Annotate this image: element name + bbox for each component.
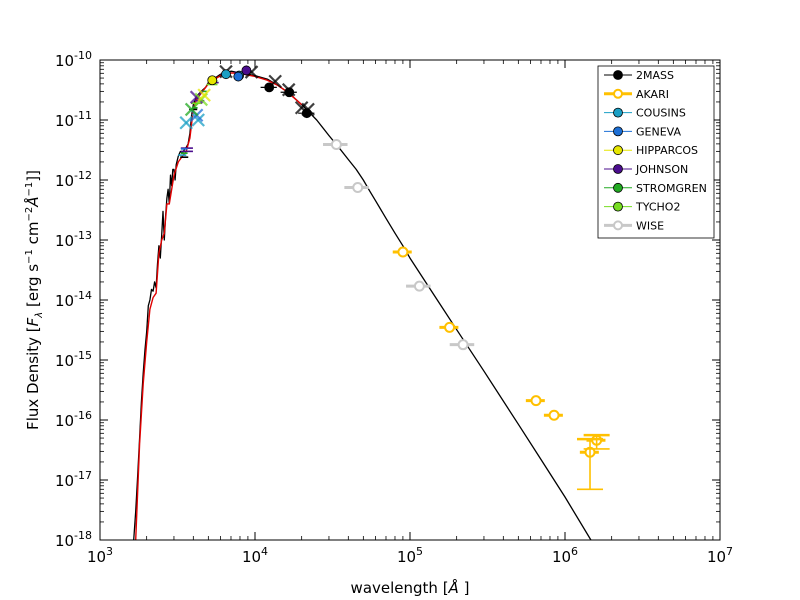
marker-filled [233,71,244,82]
marker-open [548,409,560,421]
point-akari-2 [525,395,545,407]
y-tick-label-5: 10-13 [55,229,92,250]
y-tick-label-4: 10-14 [55,289,92,310]
cross-stroke-b [244,65,259,79]
point-akari-0 [392,246,412,258]
legend-label-wise: WISE [636,219,664,232]
marker-filled [241,65,252,76]
point-akari-3 [543,409,563,421]
y-tick-label-1: 10-17 [55,469,92,490]
legend-label-stromgren: STROMGREN [636,182,707,195]
point-cousins-0 [221,69,231,80]
legend-label-hipparcos: HIPPARCOS [636,144,698,157]
legend-marker-stromgren [613,182,623,193]
legend-label-johnson: JOHNSON [635,163,688,176]
y-tick-label-8: 10-10 [55,49,92,70]
marker-open [444,321,456,333]
legend-marker-wise [613,220,623,231]
y-tick-label-2: 10-16 [55,409,92,430]
legend-entry-wise: WISE [604,219,664,232]
legend-entry-2mass: 2MASS [604,69,674,82]
cross-stroke-b [197,88,211,102]
y-tick-label-3: 10-15 [55,349,92,370]
legend-marker-johnson [613,164,623,174]
marker-open [330,139,342,151]
cross-stroke-b [189,90,204,104]
legend: 2MASS AKARI COUSINS GENEVA HIPPARCOS JOHNSON S… [597,65,715,239]
legend-entry-geneva: GENEVA [604,125,681,138]
synthetic-cross-5 [179,115,194,130]
cross-stroke-b [191,113,205,127]
point-wise-3 [449,339,475,351]
synthetic-cross-6 [191,113,205,127]
legend-entry-cousins: COUSINS [604,107,686,120]
point-johnson-0 [241,65,252,76]
y-tick-label-0: 10-18 [55,529,92,550]
axis-ticks: 103 104 105 106 107 10-18 10-17 10-16 10-15 10-14… [55,49,733,566]
legend-entry-stromgren: STROMGREN [604,182,707,195]
x-tick-label-2: 105 [397,545,423,566]
point-2mass-2 [298,108,315,119]
marker-filled [207,75,218,86]
legend-entry-tycho2: TYCHO2 [604,201,680,214]
marker-filled [301,108,312,119]
marker-open [413,280,425,292]
legend-marker-cousins [613,107,623,118]
marker-filled [284,87,295,98]
cross-stroke-b [179,115,194,130]
legend-entry-akari: AKARI [604,88,669,101]
marker-open [530,395,542,407]
marker-open [397,246,409,258]
plot-content [133,64,610,540]
y-axis-label: Flux Density [Fλ [erg s−1 cm−2Å−1]] [23,170,45,430]
x-tick-label-0: 103 [87,545,113,566]
legend-marker-akari [613,88,623,99]
point-wise-0 [323,139,348,151]
legend-label-geneva: GENEVA [636,125,681,138]
synthetic-cross-11 [197,88,211,102]
legend-marker-2mass [613,70,623,80]
y-error-akari-0 [577,437,604,491]
point-2mass-0 [260,82,277,93]
point-wise-2 [406,280,431,292]
point-2mass-1 [280,87,297,98]
legend-entry-hipparcos: HIPPARCOS [604,144,698,157]
x-axis-label: wavelength [Å ] [351,578,470,597]
point-wise-1 [344,181,369,193]
point-hipparcos-0 [207,75,218,86]
x-tick-label-1: 104 [242,545,268,566]
point-akari-1 [439,321,459,333]
marker-filled [264,82,275,93]
legend-label-2mass: 2MASS [636,69,674,82]
x-tick-label-4: 107 [707,545,733,566]
legend-marker-hipparcos [613,145,623,156]
legend-label-tycho2: TYCHO2 [635,201,680,214]
marker-open [352,181,364,193]
marker-open [457,339,469,351]
legend-marker-geneva [613,126,623,137]
x-tick-label-3: 106 [552,545,578,566]
y-tick-label-7: 10-11 [55,109,92,130]
legend-marker-tycho2 [613,201,623,212]
cross-stroke-b [294,100,309,115]
y-tick-label-6: 10-12 [55,169,92,190]
y-error-akari-1 [583,433,610,450]
legend-label-akari: AKARI [636,88,669,101]
legend-entry-johnson: JOHNSON [604,163,688,176]
marker-filled [221,69,231,80]
legend-label-cousins: COUSINS [636,107,686,120]
point-geneva-0 [233,71,244,82]
